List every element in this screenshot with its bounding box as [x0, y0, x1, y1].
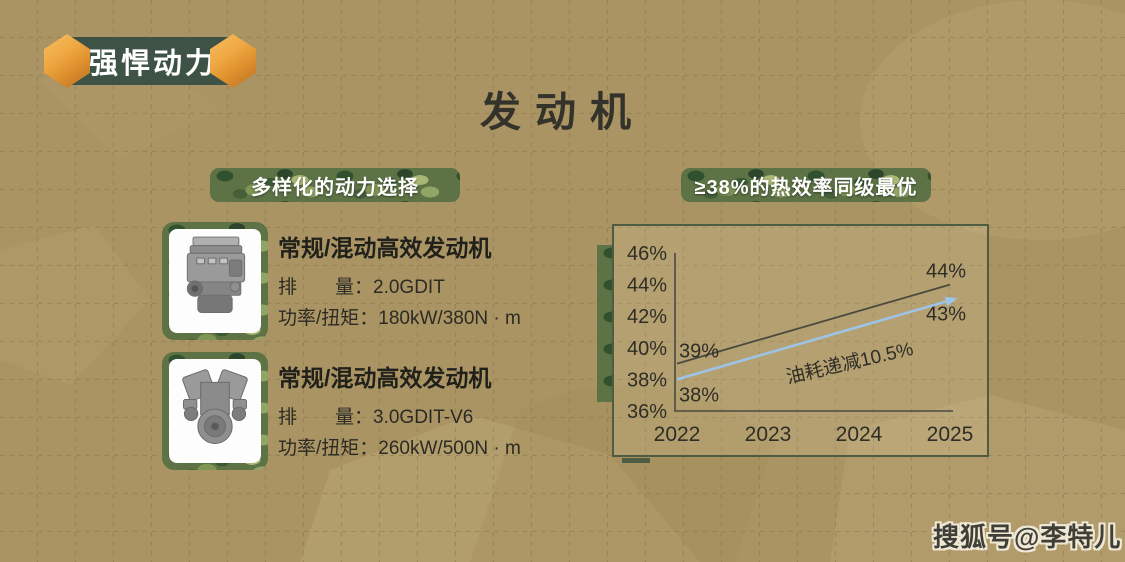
watermark: 搜狐号@李特儿: [933, 522, 1122, 552]
y-tick-label: 42%: [627, 306, 667, 328]
spec-label: 排 量：: [278, 407, 374, 428]
engine-1-displacement-row: 排 量：2.0GDIT: [278, 272, 608, 303]
engine-1-info: 常规/混动高效发动机 排 量：2.0GDIT 功率/扭矩：180kW/380N …: [278, 229, 608, 334]
badge-ribbon: 强悍动力: [66, 37, 234, 85]
badge-label: 强悍动力: [88, 48, 217, 80]
spec-value: 3.0GDIT-V6: [373, 407, 474, 428]
x-tick-label: 2024: [836, 423, 883, 446]
x-tick-label: 2023: [745, 423, 792, 446]
series-end-label: 44%: [926, 261, 966, 283]
panel-camo-accent: [597, 245, 614, 402]
arrowhead-icon: [944, 296, 958, 307]
engine-1-power-row: 功率/扭矩：180kW/380N · m: [278, 303, 608, 334]
v6-engine-photo: [182, 369, 248, 444]
engine-2-info: 常规/混动高效发动机 排 量：3.0GDIT-V6 功率/扭矩：260kW/50…: [278, 359, 608, 464]
series-start-label: 39%: [679, 341, 719, 363]
spec-value: 2.0GDIT: [373, 277, 445, 298]
inline4-engine-photo: [186, 236, 246, 314]
spec-value: 260kW/500N · m: [378, 438, 521, 459]
engine-photo: [169, 229, 261, 333]
y-tick-label: 46%: [627, 243, 667, 265]
engine-2-name: 常规/混动高效发动机: [278, 365, 492, 391]
engine-card-1-frame: [162, 222, 268, 340]
engine-2-displacement-row: 排 量：3.0GDIT-V6: [278, 402, 608, 433]
series-end-label: 43%: [926, 303, 966, 325]
x-tick-label: 2022: [654, 423, 701, 446]
left-section-header: 多样化的动力选择: [210, 168, 460, 202]
panel-corner-dash: [622, 458, 650, 463]
right-section-header-label: ≥38%的热效率同级最优: [694, 176, 918, 199]
y-tick-label: 44%: [627, 275, 667, 297]
spec-value: 180kW/380N · m: [378, 308, 521, 329]
chart-line-lower-efficiency-line: [676, 299, 951, 381]
spec-label: 功率/扭矩：: [278, 308, 379, 329]
engine-1-name: 常规/混动高效发动机: [278, 235, 492, 261]
chart-axes: [674, 253, 953, 412]
y-tick-label: 40%: [627, 338, 667, 360]
x-tick-label: 2025: [927, 423, 974, 446]
series-start-label: 38%: [679, 384, 719, 406]
page-title: 发动机: [480, 89, 645, 135]
y-tick-label: 36%: [627, 401, 667, 423]
left-section-header-label: 多样化的动力选择: [251, 176, 419, 199]
engine-photo: [169, 359, 261, 463]
spec-label: 排 量：: [278, 277, 374, 298]
power-badge: 强悍动力: [44, 32, 256, 90]
chart-line-upper-efficiency-line: [676, 283, 951, 365]
efficiency-chart-panel: 46% 44% 42% 40% 38% 36% 2022 2023 2024 2025 39% 44%…: [612, 224, 989, 457]
chart-annotation: 油耗递减10.5%: [784, 338, 916, 389]
engine-card-2-frame: [162, 352, 268, 470]
right-section-header: ≥38%的热效率同级最优: [681, 168, 931, 202]
efficiency-chart-svg: 46% 44% 42% 40% 38% 36%2022 2023 2024 2025 39% 44%…: [627, 243, 974, 446]
engine-2-power-row: 功率/扭矩：260kW/500N · m: [278, 433, 608, 464]
y-tick-label: 38%: [627, 369, 667, 391]
spec-label: 功率/扭矩：: [278, 438, 379, 459]
